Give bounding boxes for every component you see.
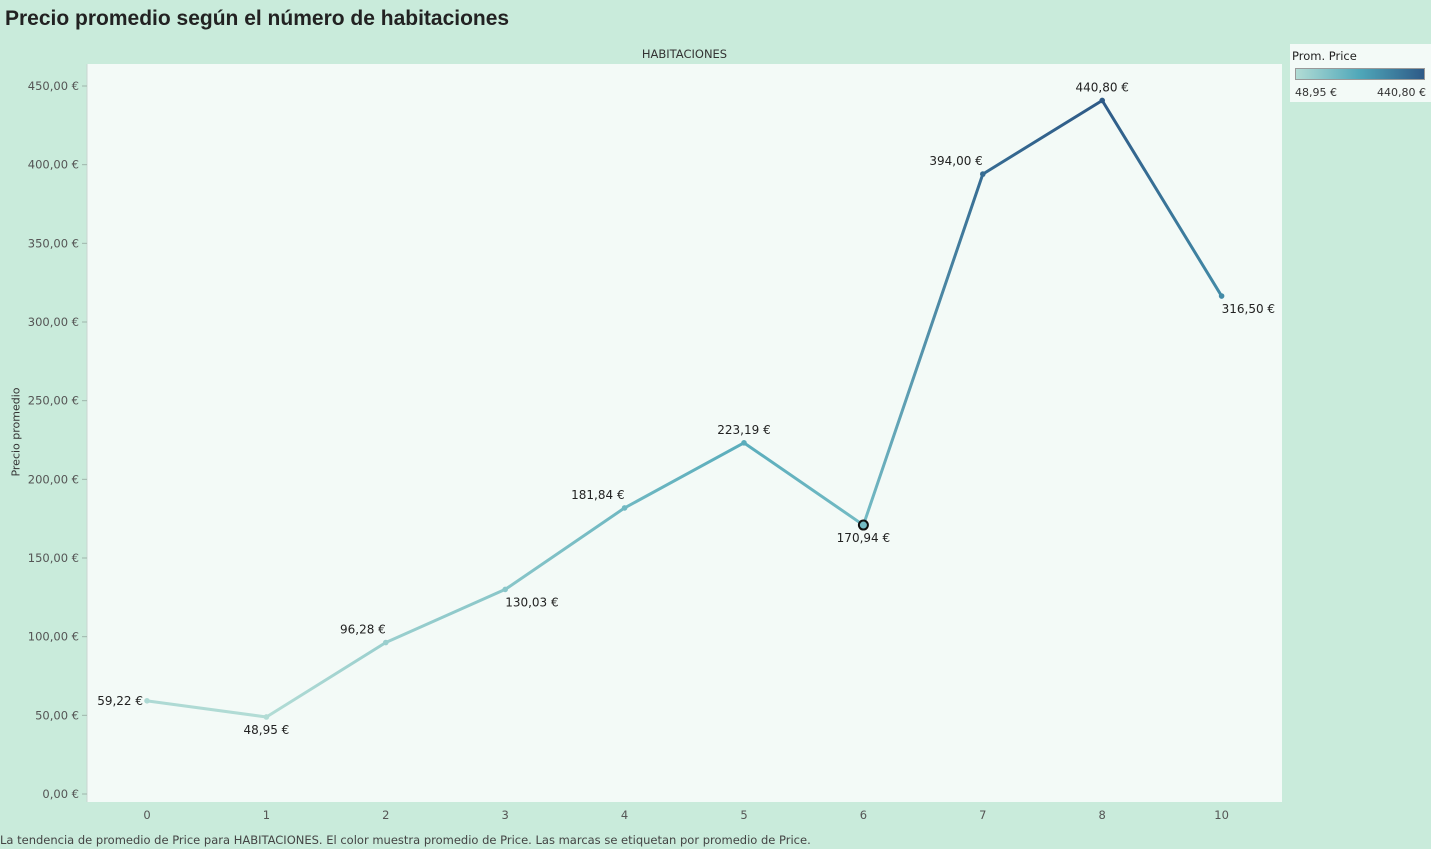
line-segment [981,98,1104,176]
chart-caption: La tendencia de promedio de Price para H… [0,833,811,847]
x-axis-ticks: 0 1 2 3 4 5 6 7 8 10 [143,808,1229,822]
line-segment [503,506,627,591]
data-label: 181,84 € [571,488,624,502]
data-label: 170,94 € [837,531,890,545]
data-point[interactable] [621,505,628,511]
y-tick-label: 450,00 € [28,79,79,93]
data-label: 96,28 € [340,623,386,637]
data-point-selected[interactable] [857,519,869,531]
x-tick-label: 3 [502,808,509,822]
data-point[interactable] [1099,97,1105,104]
data-label: 440,80 € [1075,80,1128,94]
y-tick-label: 50,00 € [35,708,79,722]
data-point[interactable] [144,698,150,704]
line-segment [623,441,746,510]
data-point[interactable] [502,586,509,593]
x-tick-label: 8 [1099,808,1106,822]
y-tick-label: 250,00 € [28,394,79,408]
data-point[interactable] [741,440,747,446]
x-tick-label: 1 [263,808,270,822]
y-tick-label: 200,00 € [28,472,79,486]
data-label: 130,03 € [505,595,558,609]
y-axis-ticks: 0,00 € 50,00 € 100,00 € 150,00 € 200,00 € 250… [28,79,87,801]
data-label: 48,95 € [243,723,289,737]
x-tick-label: 6 [860,808,867,822]
line-series [145,98,1224,719]
x-tick-label: 2 [382,808,389,822]
data-point[interactable] [383,639,389,646]
color-legend[interactable]: Prom. Price 48,95 € 440,80 € [1290,44,1431,102]
legend-title: Prom. Price [1292,49,1357,63]
line-segment [145,699,268,719]
legend-max-label: 440,80 € [1377,86,1426,99]
y-tick-label: 300,00 € [28,315,79,329]
data-label: 59,22 € [97,694,143,708]
data-point[interactable] [980,171,986,177]
data-label: 316,50 € [1222,302,1275,316]
data-points [144,97,1225,720]
line-segment [861,172,985,527]
x-tick-label: 10 [1214,808,1229,822]
line-segment [264,641,388,719]
line-segment [1100,98,1224,298]
legend-color-ramp [1295,68,1425,80]
x-tick-label: 4 [621,808,628,822]
chart-title: Precio promedio según el número de habit… [5,7,510,30]
data-labels: 59,22 € 48,95 € 96,28 € 130,03 € 181,84 € 223… [97,80,1275,737]
legend-min-label: 48,95 € [1295,86,1337,99]
y-tick-label: 350,00 € [28,236,79,250]
y-tick-label: 0,00 € [42,787,79,801]
x-tick-label: 5 [740,808,747,822]
data-label: 223,19 € [717,423,770,437]
line-segment [742,441,865,527]
plot-area [87,64,1282,802]
data-point[interactable] [263,714,270,720]
data-point[interactable] [1218,293,1225,299]
line-segment [384,587,507,645]
x-tick-label: 0 [143,808,150,822]
y-tick-label: 150,00 € [28,551,79,565]
x-tick-label: 7 [979,808,986,822]
y-tick-label: 100,00 € [28,630,79,644]
column-header: HABITACIONES [641,47,728,61]
data-label: 394,00 € [929,154,982,168]
y-tick-label: 400,00 € [28,158,79,172]
